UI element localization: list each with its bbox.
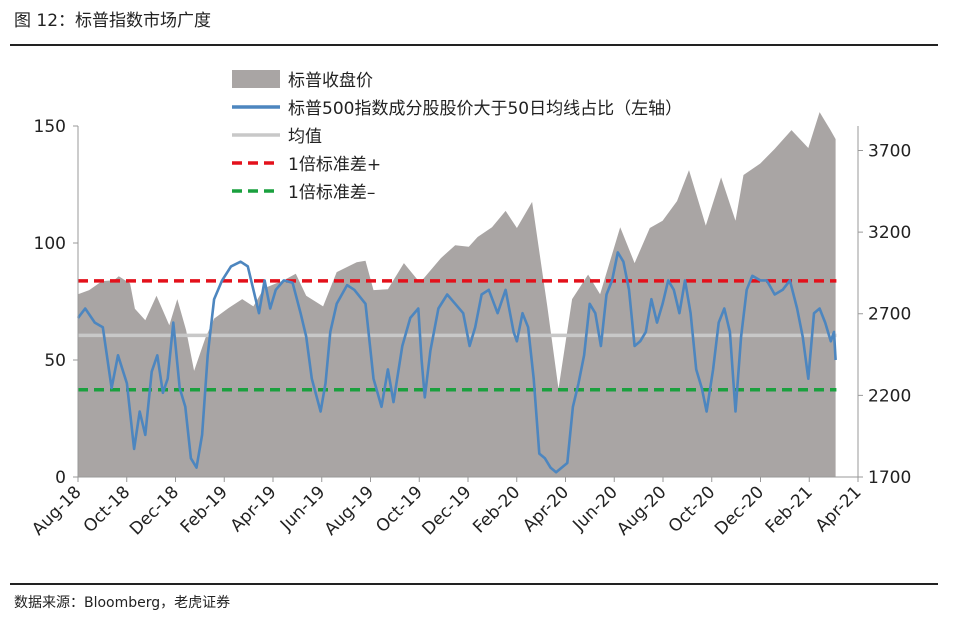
y-left-tick-label: 150: [34, 117, 66, 137]
x-tick-label: Oct-20: [665, 482, 720, 537]
legend-label: 均值: [288, 127, 322, 147]
source-note: 数据来源：Bloomberg，老虎证券: [14, 595, 231, 611]
x-tick-label: Dec-20: [711, 482, 768, 539]
legend-label: 1倍标准差+: [288, 155, 381, 175]
top-rule: [10, 44, 938, 46]
x-tick-label: Oct-19: [372, 482, 427, 537]
y-right-tick-label: 2700: [868, 305, 911, 325]
y-left-tick-label: 100: [34, 234, 66, 254]
y-right-tick-label: 3200: [868, 223, 911, 243]
x-tick-label: Aug-18: [28, 482, 85, 539]
plot-area: [76, 112, 837, 477]
legend-swatch-price: [232, 70, 280, 88]
x-tick-label: Oct-18: [80, 482, 135, 537]
bottom-rule: [10, 583, 938, 585]
y-left-tick-label: 50: [44, 351, 66, 371]
x-tick-label: Jun-20: [569, 482, 622, 535]
legend-label: 标普500指数成分股股价大于50日均线占比（左轴）: [288, 99, 682, 119]
price-area: [78, 112, 836, 477]
y-right-tick-label: 2200: [868, 386, 911, 406]
legend-label: 标普收盘价: [288, 71, 373, 91]
x-tick-label: Feb-19: [177, 482, 232, 537]
x-tick-label: Jun-19: [276, 482, 329, 535]
x-tick-label: Dec-19: [418, 482, 475, 539]
x-tick-label: Apr-19: [227, 482, 281, 536]
x-tick-label: Apr-21: [812, 482, 866, 536]
x-tick-label: Feb-20: [469, 482, 524, 537]
figure-title: 图 12：标普指数市场广度: [14, 11, 212, 31]
y-right-tick-label: 3700: [868, 141, 911, 161]
x-tick-label: Apr-20: [519, 482, 573, 536]
x-tick-label: Feb-21: [762, 482, 817, 537]
breadth-line: [76, 251, 837, 474]
legend-label: 1倍标准差–: [288, 183, 375, 203]
x-tick-label: Aug-19: [321, 482, 378, 539]
x-tick-label: Aug-20: [613, 482, 670, 539]
x-tick-label: Dec-18: [126, 482, 183, 539]
y-left-tick-label: 0: [55, 468, 66, 488]
y-right-tick-label: 1700: [868, 468, 911, 488]
